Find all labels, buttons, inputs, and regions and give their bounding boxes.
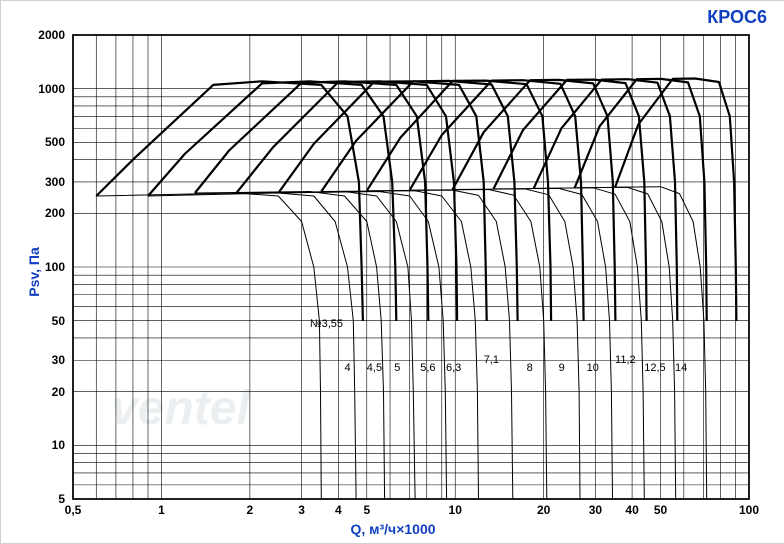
x-tick-label: 100 <box>739 503 759 517</box>
x-tick-label: 50 <box>654 503 667 517</box>
y-tick-label: 10 <box>25 438 65 452</box>
plot-area <box>1 1 784 543</box>
x-tick-label: 20 <box>537 503 550 517</box>
series-label: 14 <box>675 362 687 374</box>
y-tick-label: 2000 <box>25 28 65 42</box>
series-label: 11,2 <box>615 354 636 366</box>
x-tick-label: 5 <box>363 503 370 517</box>
series-label: 10 <box>587 362 599 374</box>
series-label: 4 <box>345 362 351 374</box>
series-label: 8 <box>527 362 533 374</box>
series-label: 6,3 <box>446 362 461 374</box>
y-tick-label: 200 <box>25 206 65 220</box>
y-tick-label: 20 <box>25 385 65 399</box>
x-tick-label: 40 <box>625 503 638 517</box>
x-axis-label: Q, м³/ч×1000 <box>350 521 435 537</box>
x-tick-label: 0,5 <box>65 503 82 517</box>
y-tick-label: 5 <box>25 492 65 506</box>
y-tick-label: 500 <box>25 135 65 149</box>
series-label: №3,55 <box>310 318 343 330</box>
series-label: 12,5 <box>644 362 665 374</box>
series-label: 4,5 <box>367 362 382 374</box>
x-tick-label: 1 <box>158 503 165 517</box>
x-tick-label: 2 <box>247 503 254 517</box>
y-tick-label: 1000 <box>25 82 65 96</box>
series-label: 9 <box>559 362 565 374</box>
y-tick-label: 300 <box>25 175 65 189</box>
chart-title: КРОС6 <box>707 7 767 28</box>
x-tick-label: 30 <box>589 503 602 517</box>
x-tick-label: 3 <box>298 503 305 517</box>
x-tick-label: 10 <box>449 503 462 517</box>
x-tick-label: 4 <box>335 503 342 517</box>
chart-panel: ventel КРОС6 Psv, Па Q, м³/ч×1000 510203… <box>0 0 784 544</box>
series-label: 5,6 <box>420 362 435 374</box>
series-label: 7,1 <box>484 354 499 366</box>
y-tick-label: 50 <box>25 314 65 328</box>
y-tick-label: 100 <box>25 260 65 274</box>
series-label: 5 <box>394 362 400 374</box>
y-tick-label: 30 <box>25 353 65 367</box>
